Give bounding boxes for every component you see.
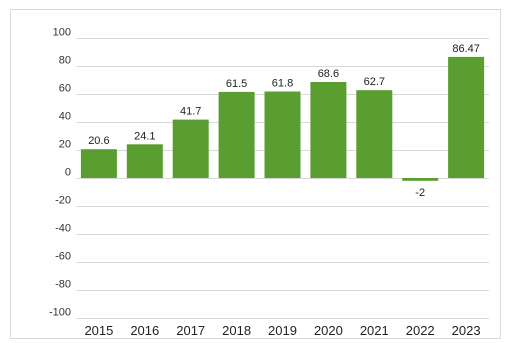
x-tick-label: 2018 — [222, 323, 251, 338]
bar-2021 — [356, 90, 393, 178]
bar-2015 — [80, 149, 117, 178]
bars — [80, 56, 485, 181]
x-tick-label: 2019 — [268, 323, 297, 338]
x-tick-label: 2015 — [84, 323, 113, 338]
bar-2023 — [448, 56, 485, 178]
y-tick-label: -80 — [55, 279, 71, 291]
data-label-2017: 41.7 — [180, 106, 201, 118]
bar-2022 — [402, 178, 439, 181]
data-label-2022: -2 — [415, 187, 425, 199]
y-tick-label: 100 — [53, 27, 71, 39]
data-label-2018: 61.5 — [226, 78, 247, 90]
x-axis-ticks: 2015 2016 2017 2018 2019 2020 2021 2022 2023 — [84, 323, 480, 338]
y-tick-label: 20 — [59, 139, 71, 151]
x-tick-label: 2020 — [314, 323, 343, 338]
y-axis-ticks: 100 80 60 40 20 0 -20 -40 -60 -80 -100 — [49, 27, 71, 319]
data-label-2016: 24.1 — [134, 130, 155, 142]
y-tick-label: 40 — [59, 111, 71, 123]
data-label-2023: 86.47 — [452, 43, 480, 55]
data-label-2015: 20.6 — [88, 135, 109, 147]
x-tick-label: 2021 — [360, 323, 389, 338]
data-labels: 20.6 24.1 41.7 61.5 61.8 68.6 62.7 -2 86.47 — [88, 43, 480, 199]
data-label-2021: 62.7 — [364, 76, 385, 88]
bar-2019 — [264, 91, 301, 178]
y-tick-label: -20 — [55, 195, 71, 207]
data-label-2019: 61.8 — [272, 78, 293, 90]
y-tick-label: -100 — [49, 307, 71, 319]
x-tick-label: 2022 — [406, 323, 435, 338]
bar-2018 — [218, 91, 255, 178]
x-tick-label: 2023 — [452, 323, 481, 338]
bar-2020 — [310, 82, 347, 178]
bar-2016 — [126, 144, 163, 178]
x-tick-label: 2016 — [130, 323, 159, 338]
x-tick-label: 2017 — [176, 323, 205, 338]
y-tick-label: 80 — [59, 55, 71, 67]
data-label-2020: 68.6 — [318, 68, 339, 80]
y-tick-label: 60 — [59, 83, 71, 95]
y-tick-label: -60 — [55, 251, 71, 263]
bar-2017 — [172, 119, 209, 178]
y-tick-label: 0 — [65, 167, 71, 179]
y-tick-label: -40 — [55, 223, 71, 235]
